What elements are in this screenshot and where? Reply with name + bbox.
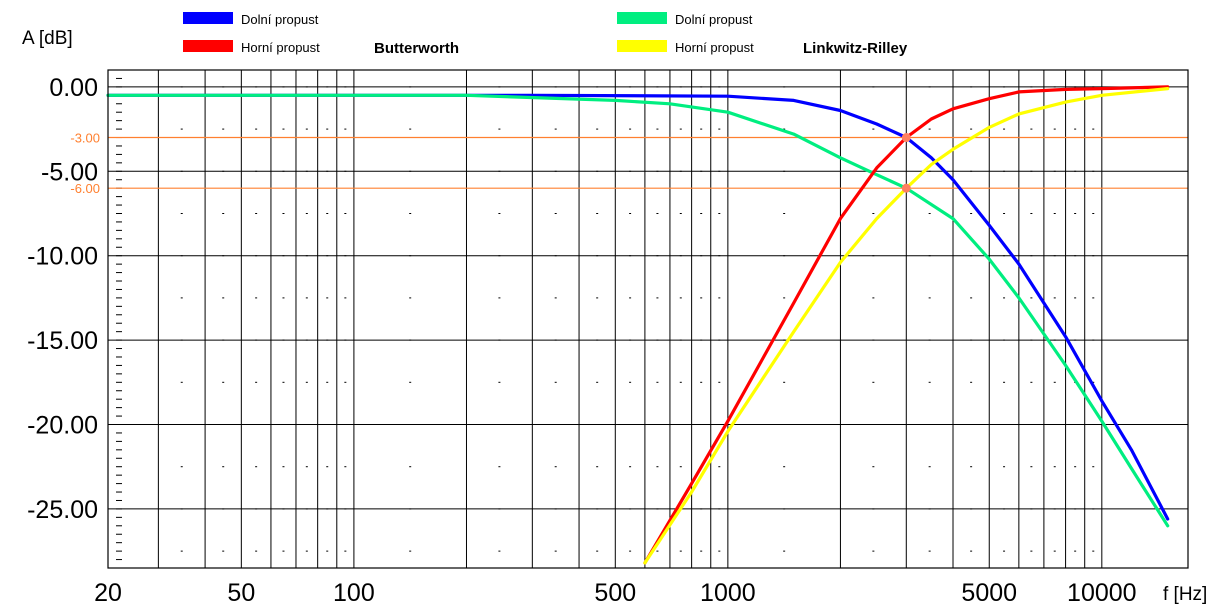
legend-swatch-lr-lowpass — [617, 12, 667, 24]
crossover-markers — [901, 133, 911, 193]
x-tick-label: 50 — [227, 579, 255, 606]
legend-group-linkwitz-rilley: Linkwitz-Rilley — [803, 40, 908, 57]
x-tick-label: 1000 — [700, 579, 756, 606]
legend-swatch-bw-highpass — [183, 40, 233, 52]
y-tick-label: -10.00 — [27, 243, 98, 271]
x-axis-label: f [Hz] — [1163, 584, 1207, 605]
y-axis-label: A [dB] — [22, 28, 73, 49]
y-tick-label: -25.00 — [27, 496, 98, 524]
x-tick-label: 500 — [594, 579, 636, 606]
plot-area — [108, 70, 1188, 568]
legend-group-butterworth: Butterworth — [374, 40, 459, 57]
y-tick-label: 0.00 — [49, 74, 98, 102]
x-tick-label: 5000 — [961, 579, 1017, 606]
reference-line-label: -6.00 — [70, 181, 100, 196]
y-tick-label: -5.00 — [41, 158, 98, 186]
legend: Dolní propust Horní propust Butterworth … — [183, 12, 908, 57]
series-line — [106, 93, 1170, 528]
y-axis-ticks: 0.00 -5.00 -10.00 -15.00 -20.00 -25.00 — [27, 74, 98, 524]
x-axis-ticks: 20 50 100 500 1000 5000 10000 — [94, 579, 1136, 606]
x-tick-label: 20 — [94, 579, 122, 606]
plot-border — [107, 69, 1189, 569]
series-line — [643, 86, 1170, 565]
reference-line-label: -3.00 — [70, 131, 100, 146]
y-tick-label: -15.00 — [27, 327, 98, 355]
legend-swatch-bw-lowpass — [183, 12, 233, 24]
legend-swatch-lr-highpass — [617, 40, 667, 52]
crossover-marker — [901, 183, 911, 193]
y-tick-label: -20.00 — [27, 412, 98, 440]
reference-lines: -3.00 -6.00 — [70, 131, 1188, 196]
grid — [108, 70, 1188, 568]
x-tick-label: 10000 — [1067, 579, 1137, 606]
legend-label-bw-highpass: Horní propust — [241, 40, 320, 55]
plot-frame — [107, 69, 1189, 569]
series-line — [106, 93, 1170, 521]
x-tick-label: 100 — [333, 579, 375, 606]
series-line — [643, 85, 1170, 565]
crossover-marker — [901, 133, 911, 143]
legend-label-lr-highpass: Horní propust — [675, 40, 754, 55]
legend-label-lr-lowpass: Dolní propust — [675, 12, 753, 27]
series-layer — [106, 85, 1170, 565]
legend-label-bw-lowpass: Dolní propust — [241, 12, 319, 27]
